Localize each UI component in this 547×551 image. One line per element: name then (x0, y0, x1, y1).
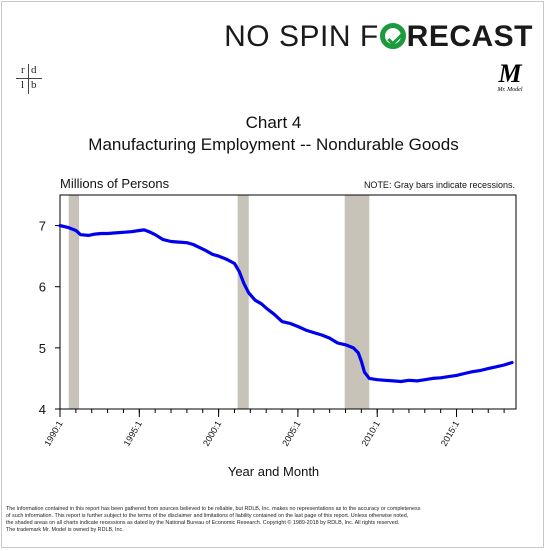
disclaimer-line: The trademark Mr. Model is owned by RDLB… (6, 527, 124, 533)
chart-title: Chart 4 (245, 113, 302, 132)
mr-model-letter: M (498, 59, 522, 88)
recession-bar (237, 195, 249, 409)
brand-logo: NO SPIN F RECAST (224, 20, 533, 54)
disclaimer-line: of such information. This report is furt… (6, 513, 409, 519)
x-tick-label: 1995:1 (122, 419, 144, 448)
x-tick-label: 2015:1 (439, 419, 461, 448)
disclaimer-line: the shaded areas on all charts indicate … (6, 520, 400, 526)
rdlb-logo: r d l b (14, 64, 44, 94)
y-tick-label: 6 (39, 280, 46, 295)
y-tick-label: 7 (39, 219, 46, 234)
checkmark-o-icon (379, 23, 406, 49)
recession-bar (344, 195, 370, 409)
disclaimer-footer: The information contained in this report… (6, 506, 541, 534)
rdlb-letter-l: l (21, 79, 25, 91)
chart-subtitle: Manufacturing Employment -- Nondurable G… (88, 135, 459, 154)
brand-text-part1: NO SPIN F (224, 20, 379, 53)
mr-model-logo: M Mr. Model (495, 59, 525, 94)
mr-model-caption: Mr. Model (497, 87, 523, 93)
y-tick-label: 5 (39, 341, 46, 356)
x-tick-label: 1990:1 (42, 419, 64, 448)
plot-frame (59, 194, 517, 410)
x-tick-label: 2005:1 (280, 419, 302, 448)
x-axis-label: Year and Month (227, 464, 320, 479)
y-tick-label: 4 (39, 402, 46, 417)
disclaimer-line: The information contained in this report… (6, 506, 421, 512)
recession-note: NOTE: Gray bars indicate recessions. (363, 180, 515, 190)
rdlb-letter-r: r (21, 64, 25, 76)
recession-bar (68, 195, 80, 409)
rdlb-letter-d: d (31, 64, 37, 76)
rdlb-letter-b: b (31, 79, 37, 91)
x-tick-label: 2010:1 (360, 419, 382, 448)
y-axis-label: Millions of Persons (60, 176, 170, 191)
brand-text-part2: RECAST (406, 20, 533, 53)
series-line (58, 224, 514, 384)
x-tick-label: 2000:1 (201, 419, 223, 448)
